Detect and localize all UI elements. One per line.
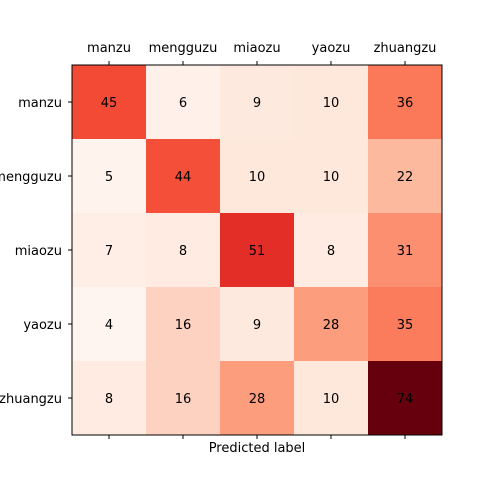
cell-value-label-r1-c3: 10 [323, 170, 340, 185]
heatmap-cell-r4-c2 [220, 361, 294, 435]
x-axis-ticks: manzu mengguzu miaozu yaozu zhuangzu [87, 41, 436, 439]
cell-value-label-r1-c2: 10 [249, 170, 266, 185]
heatmap-cell-r2-c4 [368, 213, 442, 287]
cell-value-label-r3-c2: 9 [253, 318, 261, 333]
cell-value-label-r0-c4: 36 [397, 96, 414, 111]
cell-value-label-r4-c4: 74 [397, 392, 414, 407]
x-tick-label-3: yaozu [312, 41, 351, 56]
heatmap-cell-r0-c1 [146, 65, 220, 139]
cell-value-label-r0-c3: 10 [323, 96, 340, 111]
cell-value-label-r0-c0: 45 [101, 96, 118, 111]
y-tick-label-1: mengguzu [0, 170, 62, 185]
cell-value-label-r4-c1: 16 [175, 392, 192, 407]
cell-value-label-r0-c1: 6 [179, 96, 187, 111]
cell-value-label-r2-c0: 7 [105, 244, 113, 259]
cell-value-label-r4-c2: 28 [249, 392, 266, 407]
heatmap-cell-r2-c3 [294, 213, 368, 287]
heatmap-cell-r4-c3 [294, 361, 368, 435]
y-tick-label-0: manzu [18, 96, 62, 111]
cell-value-label-r1-c4: 22 [397, 170, 414, 185]
cell-value-label-r0-c2: 9 [253, 96, 261, 111]
heatmap-cell-r1-c0 [72, 139, 146, 213]
heatmap-cell-r0-c3 [294, 65, 368, 139]
y-tick-label-4: zhuangzu [0, 392, 62, 407]
x-tick-label-2: miaozu [233, 41, 280, 56]
heatmap-cell-labels: 45 6 9 10 36 5 44 10 10 22 7 8 51 8 31 4 16 9 28 35 8 16 28 10 7… [101, 96, 414, 407]
cell-value-label-r1-c1: 44 [175, 170, 192, 185]
cell-value-label-r2-c3: 8 [327, 244, 335, 259]
cell-value-label-r3-c1: 16 [175, 318, 192, 333]
heatmap-cell-r3-c4 [368, 287, 442, 361]
cell-value-label-r4-c0: 8 [105, 392, 113, 407]
heatmap-cell-r2-c1 [146, 213, 220, 287]
heatmap-cell-r1-c1 [146, 139, 220, 213]
heatmap-cell-r2-c0 [72, 213, 146, 287]
x-axis-label: Predicted label [209, 441, 306, 456]
heatmap-cell-r0-c2 [220, 65, 294, 139]
heatmap-cells [72, 65, 442, 435]
heatmap-cell-r1-c2 [220, 139, 294, 213]
cell-value-label-r3-c3: 28 [323, 318, 340, 333]
heatmap-cell-r3-c3 [294, 287, 368, 361]
heatmap-cell-r3-c0 [72, 287, 146, 361]
heatmap-cell-r0-c4 [368, 65, 442, 139]
cell-value-label-r1-c0: 5 [105, 170, 113, 185]
heatmap-cell-r4-c4 [368, 361, 442, 435]
cell-value-label-r3-c0: 4 [105, 318, 113, 333]
y-axis-ticks: manzu mengguzu miaozu yaozu zhuangzu [0, 96, 72, 407]
cell-value-label-r2-c2: 51 [249, 244, 266, 259]
heatmap-cell-r4-c0 [72, 361, 146, 435]
heatmap-cell-r0-c0 [72, 65, 146, 139]
cell-value-label-r2-c4: 31 [397, 244, 414, 259]
heatmap-cell-r3-c1 [146, 287, 220, 361]
cell-value-label-r4-c3: 10 [323, 392, 340, 407]
heatmap-cell-r4-c1 [146, 361, 220, 435]
x-tick-label-0: manzu [87, 41, 131, 56]
y-tick-label-2: miaozu [15, 244, 62, 259]
heatmap-cell-r3-c2 [220, 287, 294, 361]
heatmap-cell-r1-c4 [368, 139, 442, 213]
cell-value-label-r3-c4: 35 [397, 318, 414, 333]
heatmap-cell-r2-c2 [220, 213, 294, 287]
x-tick-label-4: zhuangzu [374, 41, 437, 56]
y-tick-label-3: yaozu [23, 318, 62, 333]
heatmap-cell-r1-c3 [294, 139, 368, 213]
cell-value-label-r2-c1: 8 [179, 244, 187, 259]
x-tick-label-1: mengguzu [149, 41, 218, 56]
